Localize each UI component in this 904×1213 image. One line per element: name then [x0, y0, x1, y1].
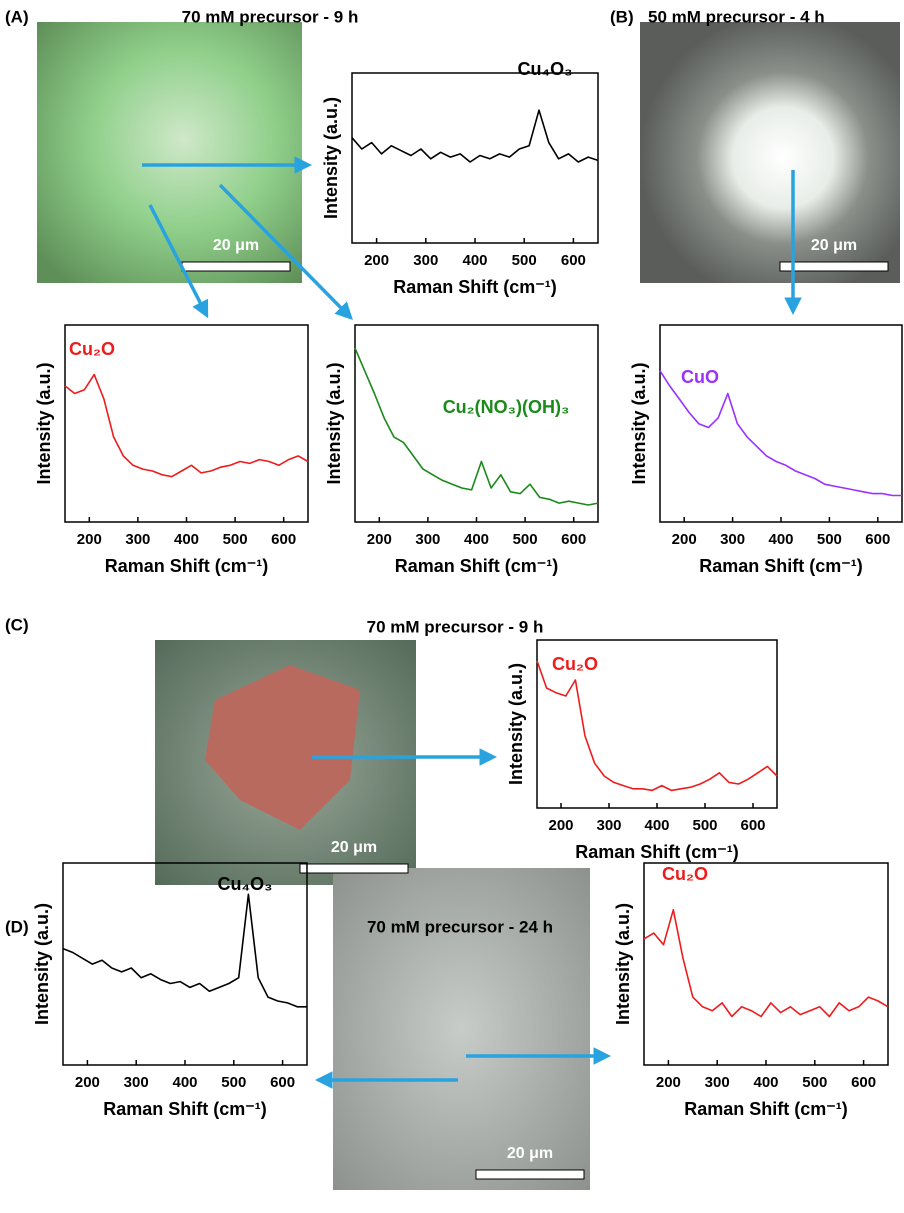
panel-label: (C): [5, 615, 29, 634]
x-tick-label: 500: [817, 531, 842, 548]
peak-annotation: CuO: [681, 367, 719, 387]
panel-label: (D): [5, 917, 29, 936]
x-tick-label: 500: [513, 531, 538, 548]
scale-bar: [182, 262, 290, 271]
x-tick-label: 600: [561, 252, 586, 269]
x-tick-label: 400: [464, 531, 489, 548]
x-tick-label: 300: [705, 1074, 730, 1091]
x-tick-label: 500: [512, 252, 537, 269]
x-axis-label: Raman Shift (cm⁻¹): [575, 842, 739, 862]
panel-title: 50 mM precursor - 4 h: [648, 7, 825, 26]
x-axis-label: Raman Shift (cm⁻¹): [395, 556, 559, 576]
y-axis-label: Intensity (a.u.): [324, 362, 344, 484]
x-axis-label: Raman Shift (cm⁻¹): [103, 1099, 267, 1119]
x-tick-label: 500: [223, 531, 248, 548]
x-tick-label: 200: [656, 1074, 681, 1091]
y-axis-label: Intensity (a.u.): [629, 362, 649, 484]
x-tick-label: 300: [125, 531, 150, 548]
figure: 20 μm 20 μm 20 μm 20 μm (A) 70 mM precur…: [0, 0, 904, 1213]
x-tick-label: 300: [596, 817, 621, 834]
plot-frame: [355, 325, 598, 522]
plot-frame: [644, 863, 888, 1065]
x-tick-label: 600: [865, 531, 890, 548]
peak-annotation: Cu₂(NO₃)(OH)₃: [443, 397, 570, 417]
x-tick-label: 200: [367, 531, 392, 548]
scale-bar: [476, 1170, 584, 1179]
scale-bar-label: 20 μm: [213, 237, 259, 254]
x-tick-label: 200: [548, 817, 573, 834]
x-tick-label: 200: [75, 1074, 100, 1091]
spectrum-line: [65, 375, 308, 477]
peak-annotation: Cu₂O: [552, 654, 598, 674]
x-tick-label: 600: [270, 1074, 295, 1091]
x-tick-label: 500: [221, 1074, 246, 1091]
x-tick-label: 400: [174, 531, 199, 548]
x-tick-label: 300: [413, 252, 438, 269]
x-tick-label: 600: [561, 531, 586, 548]
x-tick-label: 200: [672, 531, 697, 548]
scale-bar-label: 20 μm: [507, 1145, 553, 1162]
x-tick-label: 600: [740, 817, 765, 834]
peak-annotation: Cu₄O₃: [518, 59, 573, 79]
x-axis-label: Raman Shift (cm⁻¹): [699, 556, 863, 576]
panel-title: 70 mM precursor - 9 h: [182, 7, 359, 26]
scale-bar-label: 20 μm: [331, 839, 377, 856]
y-axis-label: Intensity (a.u.): [32, 903, 52, 1025]
y-axis-label: Intensity (a.u.): [34, 362, 54, 484]
x-tick-label: 600: [851, 1074, 876, 1091]
x-tick-label: 200: [77, 531, 102, 548]
micrograph: [640, 22, 900, 283]
peak-annotation: Cu₄O₃: [218, 874, 273, 894]
peak-annotation: Cu₂O: [69, 339, 115, 359]
y-axis-label: Intensity (a.u.): [321, 97, 341, 219]
peak-annotation: Cu₂O: [662, 864, 708, 884]
spectrum-line: [63, 894, 307, 1007]
x-tick-label: 200: [364, 252, 389, 269]
x-tick-label: 300: [720, 531, 745, 548]
spectrum-line: [537, 661, 777, 791]
x-tick-label: 400: [768, 531, 793, 548]
scale-bar: [780, 262, 888, 271]
x-axis-label: Raman Shift (cm⁻¹): [684, 1099, 848, 1119]
panel-label: (A): [5, 7, 29, 26]
x-tick-label: 500: [802, 1074, 827, 1091]
x-axis-label: Raman Shift (cm⁻¹): [393, 277, 557, 297]
scale-bar: [300, 864, 408, 873]
panel-title: 70 mM precursor - 24 h: [367, 917, 553, 936]
spectrum-line: [352, 110, 598, 162]
panel-label: (B): [610, 7, 634, 26]
y-axis-label: Intensity (a.u.): [506, 663, 526, 785]
x-tick-label: 400: [172, 1074, 197, 1091]
x-tick-label: 600: [271, 531, 296, 548]
x-tick-label: 400: [644, 817, 669, 834]
x-tick-label: 500: [692, 817, 717, 834]
x-tick-label: 400: [462, 252, 487, 269]
x-axis-label: Raman Shift (cm⁻¹): [105, 556, 269, 576]
spectrum-line: [660, 371, 902, 496]
spectrum-line: [644, 910, 888, 1017]
panel-title: 70 mM precursor - 9 h: [367, 617, 544, 636]
x-tick-label: 300: [124, 1074, 149, 1091]
spectrum-line: [355, 348, 598, 505]
x-tick-label: 300: [415, 531, 440, 548]
x-tick-label: 400: [753, 1074, 778, 1091]
y-axis-label: Intensity (a.u.): [613, 903, 633, 1025]
scale-bar-label: 20 μm: [811, 237, 857, 254]
micrograph: [333, 868, 590, 1190]
